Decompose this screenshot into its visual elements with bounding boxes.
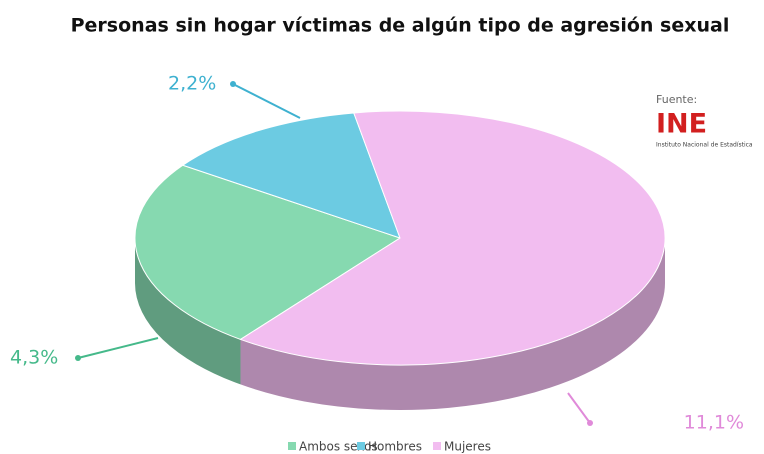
leader-dot	[587, 420, 593, 426]
legend-label: Ambos sexos	[299, 440, 378, 454]
slice	[181, 112, 401, 239]
legend-swatch	[288, 442, 296, 450]
source-label: Fuente:	[656, 93, 697, 106]
legend-label: Mujeres	[444, 440, 491, 454]
slice	[239, 110, 666, 366]
slice-side	[135, 238, 241, 385]
source-org: Instituto Nacional de Estadística	[656, 142, 753, 149]
source-logo: INE	[656, 109, 707, 140]
data-label: 4,3%	[10, 347, 58, 369]
leader-dot	[230, 81, 236, 87]
slice-side	[240, 238, 665, 410]
leader-dot	[75, 355, 81, 361]
chart-title: Personas sin hogar víctimas de algún tip…	[71, 15, 730, 37]
leader-line	[232, 83, 301, 119]
data-label: 2,2%	[168, 73, 216, 95]
legend-swatch	[357, 442, 365, 450]
leader-line	[77, 337, 159, 359]
leader-line	[567, 392, 591, 424]
data-label: 11,1%	[684, 412, 744, 434]
legend-label: Hombres	[368, 440, 422, 454]
slice	[134, 164, 402, 340]
legend-swatch	[433, 442, 441, 450]
